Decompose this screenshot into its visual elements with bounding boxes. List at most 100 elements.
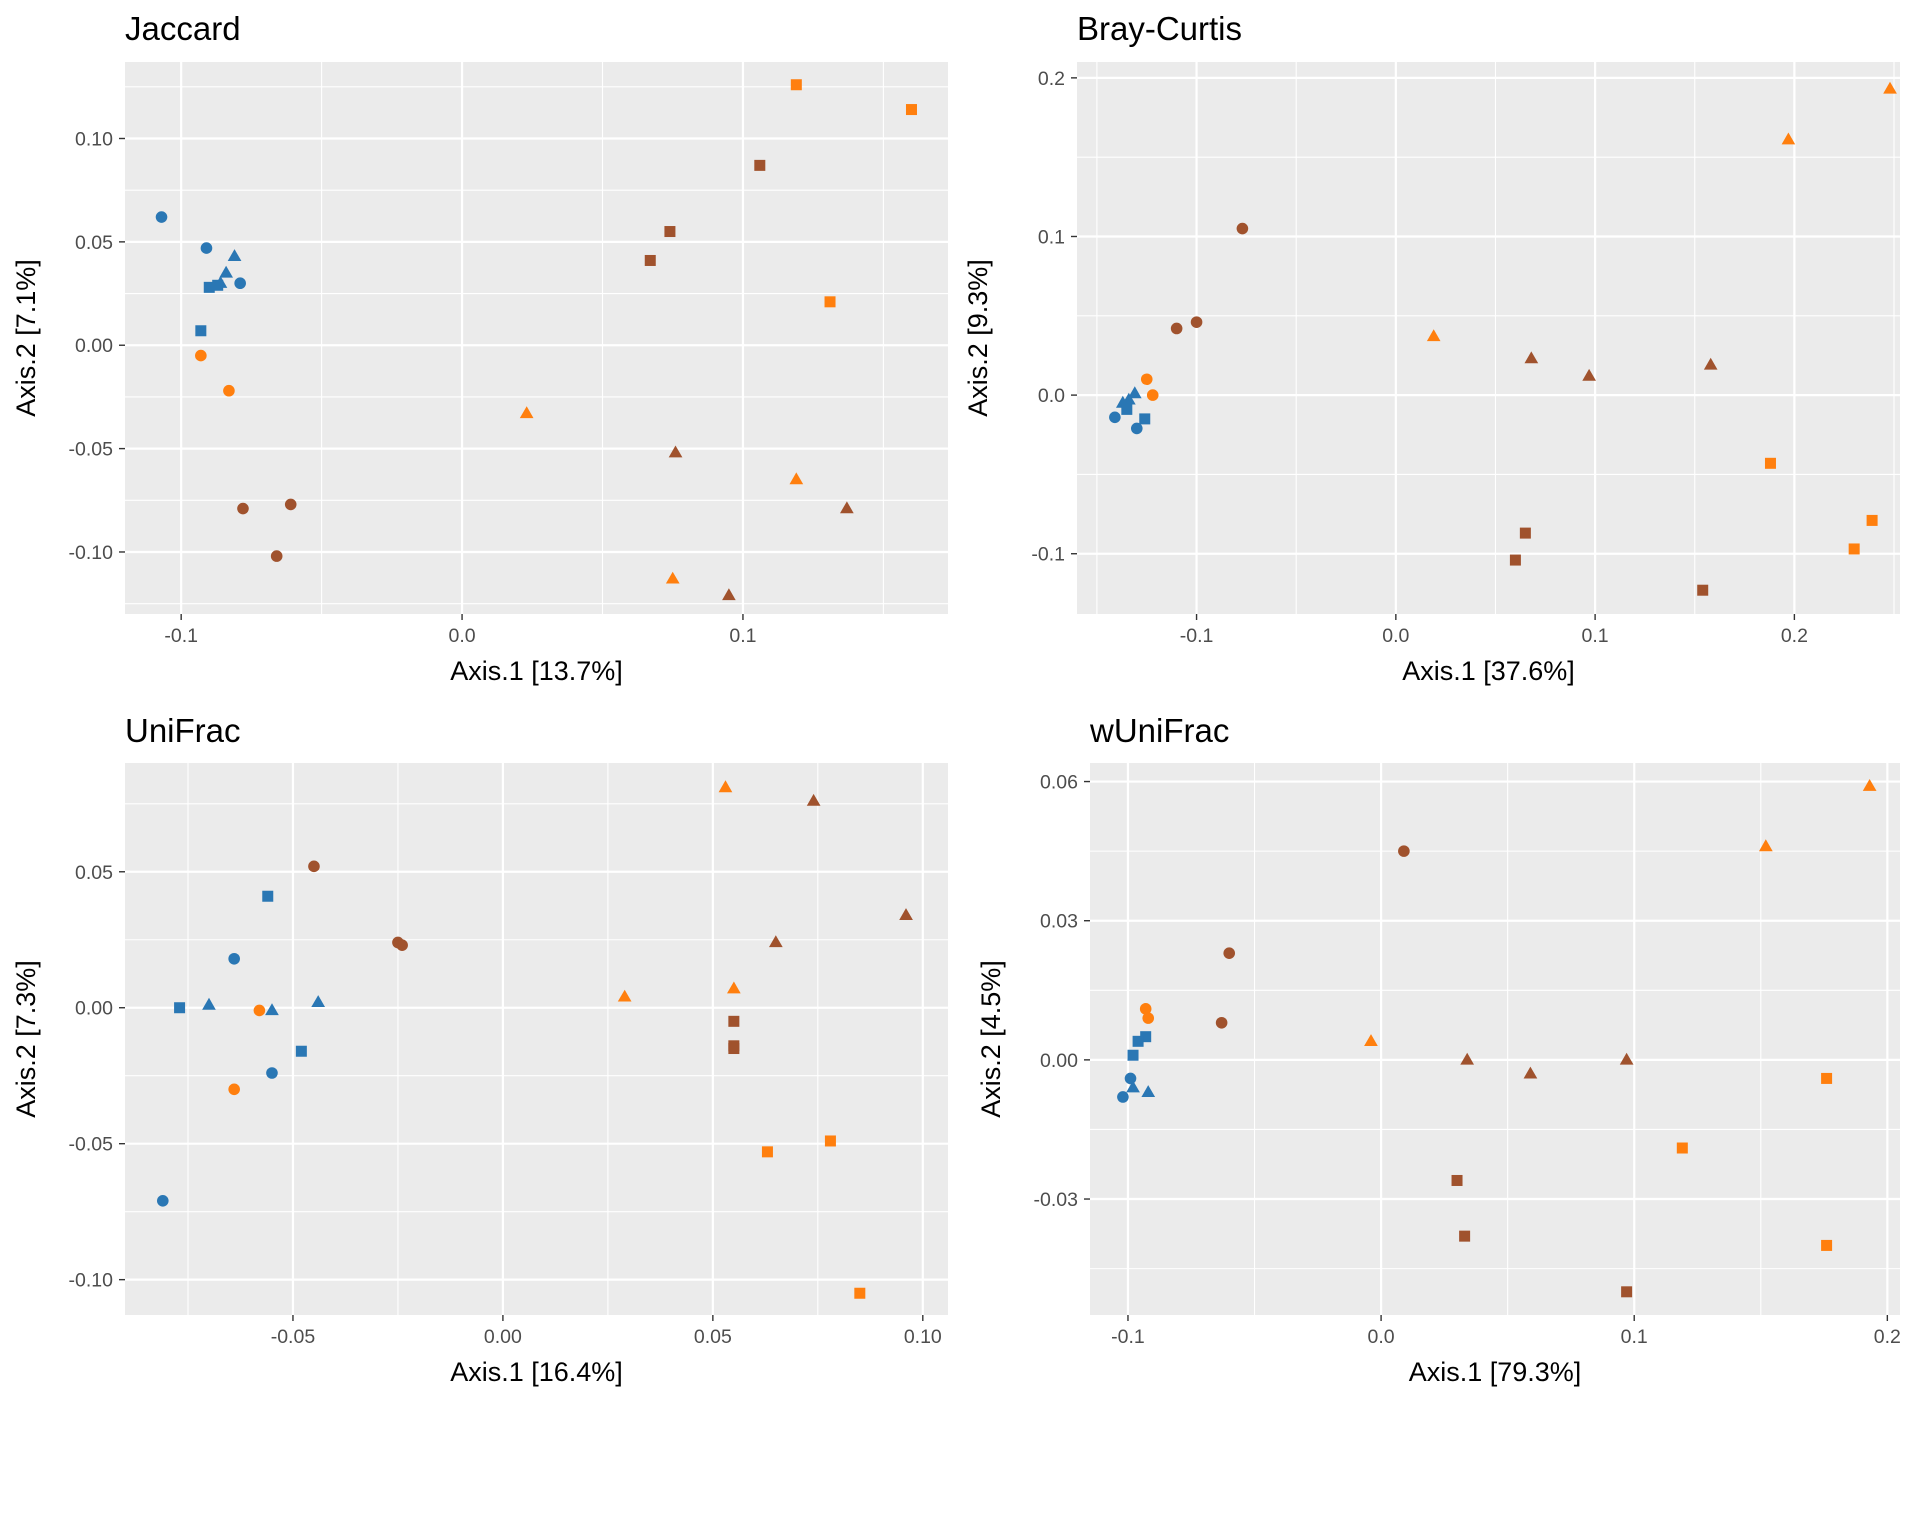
- wunifrac-y-tick-label: 0.06: [1040, 772, 1078, 794]
- unifrac-panel: UniFrac -0.05 0.00 0.05 0.10 -0.10 -0.05 0.00 0.…: [11, 712, 948, 1387]
- wunifrac-plot-background: [1090, 763, 1900, 1315]
- unifrac-point-brown-triangle: [769, 935, 783, 948]
- jaccard-x-tick-label: 0.0: [449, 625, 476, 647]
- bray-curtis-panel-title: Bray-Curtis: [1077, 10, 1242, 47]
- wunifrac-point-blue-circle: [1124, 1072, 1137, 1085]
- jaccard-point-orange-square: [824, 296, 836, 308]
- jaccard-point-orange-circle: [195, 349, 207, 362]
- jaccard-point-orange-circle: [223, 384, 235, 397]
- jaccard-point-brown-triangle: [722, 588, 736, 601]
- bray-curtis-point-brown-circle: [1190, 316, 1203, 328]
- bray-curtis-y-tick-label: 0.0: [1038, 385, 1065, 407]
- wunifrac-panel-title: wUniFrac: [1089, 712, 1229, 749]
- unifrac-points: [156, 780, 913, 1299]
- wunifrac-point-brown-square: [1459, 1230, 1471, 1242]
- unifrac-point-brown-triangle: [806, 793, 821, 806]
- wunifrac-point-orange-circle: [1139, 1003, 1152, 1015]
- jaccard-plot-background: [125, 62, 948, 614]
- bray-curtis-x-axis-title: Axis.1 [37.6%]: [1402, 656, 1575, 686]
- bray-curtis-point-blue-triangle: [1127, 386, 1142, 399]
- bray-curtis-point-brown-square: [1509, 554, 1521, 566]
- unifrac-point-blue-circle: [156, 1194, 169, 1207]
- bray-curtis-panel: Bray-Curtis -0.1 0.0 0.1 0.2 -0.1 0.0 0.1 0.2 Axi…: [963, 10, 1900, 686]
- wunifrac-y-tick-label: -0.03: [1034, 1189, 1078, 1211]
- unifrac-point-blue-triangle: [265, 1003, 279, 1016]
- bray-curtis-point-brown-triangle: [1524, 351, 1539, 364]
- unifrac-point-orange-triangle: [727, 981, 741, 994]
- wunifrac-point-brown-square: [1621, 1286, 1633, 1298]
- jaccard-point-blue-square: [203, 281, 215, 293]
- panels: Jaccard -0.1 0.0 0.1 -0.10 -0.05 0.00 0.05 0.10 A…: [11, 10, 1901, 1387]
- wunifrac-point-blue-square: [1127, 1049, 1139, 1061]
- jaccard-point-brown-circle: [284, 498, 297, 511]
- bray-curtis-point-orange-square: [1848, 543, 1860, 555]
- wunifrac-point-orange-triangle: [1759, 839, 1773, 852]
- jaccard-x-tick-label: 0.1: [729, 625, 756, 647]
- unifrac-point-brown-circle: [396, 939, 408, 951]
- jaccard-point-brown-triangle: [668, 445, 683, 458]
- jaccard-x-axis-title: Axis.1 [13.7%]: [450, 656, 623, 686]
- unifrac-point-brown-square: [728, 1015, 740, 1027]
- jaccard-point-blue-triangle: [219, 265, 233, 278]
- bray-curtis-point-brown-triangle: [1582, 368, 1596, 381]
- wunifrac-point-brown-square: [1451, 1174, 1463, 1186]
- wunifrac-point-brown-triangle: [1523, 1066, 1538, 1079]
- bray-curtis-point-orange-circle: [1146, 389, 1159, 401]
- jaccard-point-blue-circle: [234, 277, 246, 290]
- wunifrac-point-blue-square: [1132, 1035, 1144, 1047]
- bray-curtis-point-orange-square: [1866, 514, 1878, 526]
- jaccard-point-brown-circle: [270, 550, 283, 562]
- unifrac-y-tick-label: 0.05: [75, 862, 113, 884]
- bray-curtis-point-orange-circle: [1140, 373, 1153, 386]
- wunifrac-point-blue-triangle: [1141, 1085, 1156, 1097]
- bray-curtis-points: [1109, 81, 1897, 596]
- unifrac-panel-title: UniFrac: [125, 712, 241, 749]
- bray-curtis-y-tick-label: -0.1: [1031, 544, 1065, 566]
- bray-curtis-point-orange-triangle: [1426, 329, 1441, 342]
- wunifrac-points: [1117, 779, 1877, 1298]
- unifrac-point-orange-circle: [228, 1083, 240, 1096]
- wunifrac-point-brown-triangle: [1619, 1052, 1634, 1065]
- unifrac-x-tick-label: 0.00: [484, 1326, 522, 1348]
- unifrac-point-orange-square: [824, 1135, 836, 1147]
- unifrac-y-tick-label: 0.00: [75, 998, 113, 1020]
- jaccard-point-brown-square: [664, 226, 676, 238]
- bray-curtis-plot-background: [1077, 62, 1900, 614]
- unifrac-y-axis-title: Axis.2 [7.3%]: [11, 960, 41, 1118]
- wunifrac-point-orange-triangle: [1364, 1034, 1378, 1046]
- jaccard-y-tick-label: 0.00: [75, 335, 113, 357]
- bray-curtis-x-tick-label: 0.1: [1582, 625, 1609, 647]
- jaccard-x-tick-label: -0.1: [164, 625, 198, 647]
- unifrac-x-tick-label: 0.05: [694, 1326, 732, 1348]
- bray-curtis-point-blue-square: [1121, 403, 1133, 415]
- unifrac-plot-background: [125, 763, 948, 1315]
- bray-curtis-point-brown-square: [1697, 584, 1709, 596]
- unifrac-point-orange-circle: [253, 1004, 266, 1017]
- wunifrac-point-orange-square: [1821, 1239, 1833, 1251]
- unifrac-x-tick-label: 0.10: [904, 1326, 942, 1348]
- unifrac-point-brown-circle: [308, 860, 320, 873]
- bray-curtis-x-tick-label: -0.1: [1180, 625, 1214, 647]
- bray-curtis-point-orange-square: [1764, 457, 1776, 469]
- wunifrac-panel: wUniFrac -0.1 0.0 0.1 0.2 -0.03 0.00 0.03 0.06 Ax…: [976, 712, 1901, 1387]
- unifrac-point-blue-square: [262, 890, 274, 902]
- unifrac-point-blue-circle: [228, 952, 240, 965]
- unifrac-point-orange-triangle: [617, 989, 632, 1002]
- jaccard-point-orange-square: [790, 79, 802, 91]
- unifrac-point-brown-triangle: [899, 908, 913, 920]
- wunifrac-point-brown-circle: [1215, 1016, 1228, 1029]
- jaccard-point-brown-square: [644, 254, 656, 266]
- bray-curtis-point-blue-square: [1139, 413, 1151, 425]
- wunifrac-x-tick-label: 0.1: [1621, 1326, 1648, 1348]
- jaccard-panel-title: Jaccard: [125, 10, 241, 47]
- bray-curtis-point-brown-circle: [1236, 222, 1249, 235]
- bray-curtis-point-brown-square: [1519, 527, 1531, 539]
- bray-curtis-point-blue-circle: [1130, 422, 1143, 435]
- wunifrac-point-orange-square: [1676, 1142, 1688, 1154]
- unifrac-point-orange-triangle: [718, 780, 733, 793]
- wunifrac-point-orange-square: [1821, 1072, 1833, 1084]
- wunifrac-point-blue-square: [1140, 1031, 1152, 1043]
- bray-curtis-point-brown-triangle: [1703, 357, 1718, 370]
- unifrac-point-orange-square: [761, 1146, 773, 1158]
